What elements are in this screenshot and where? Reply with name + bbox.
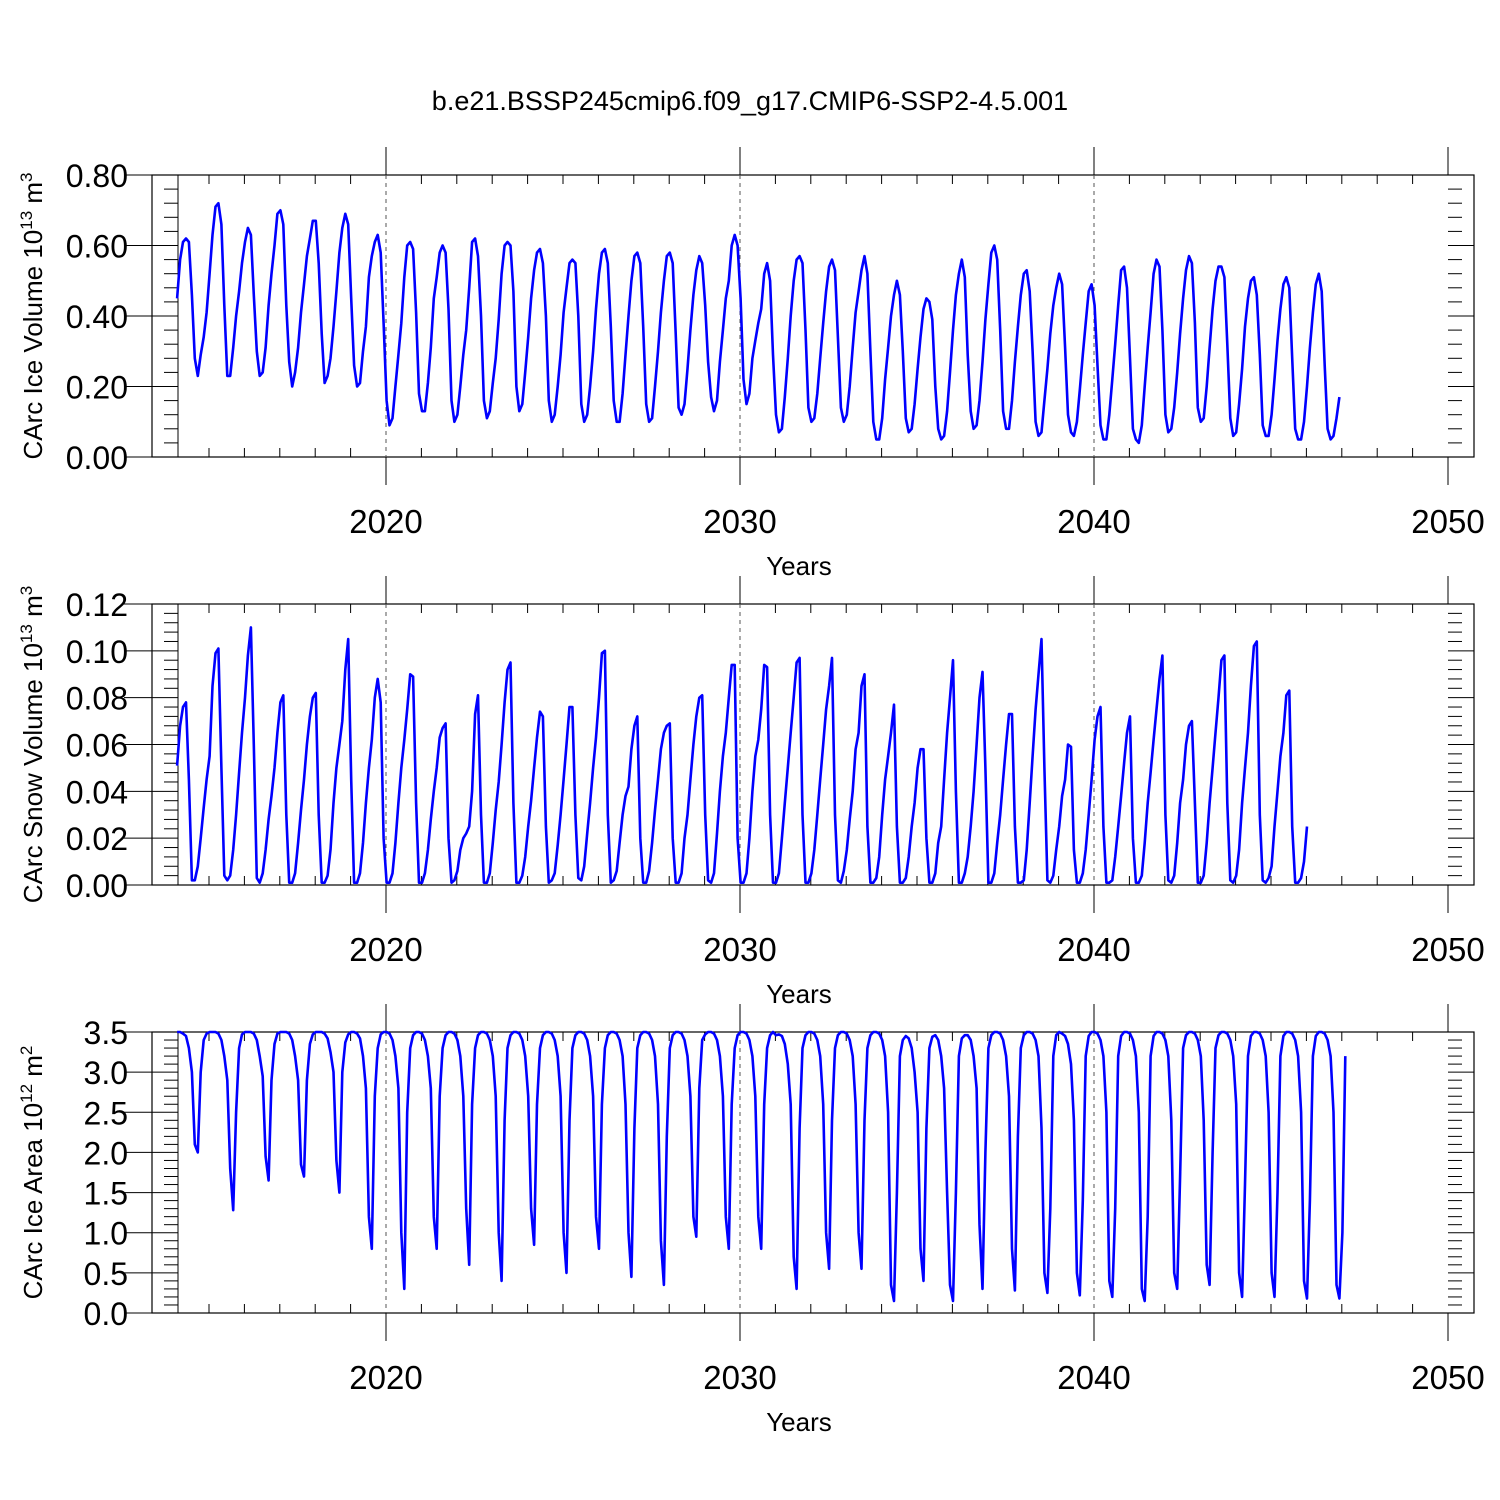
- chart-panel-2: 2020 2030 2040 2050 Years 0.00 0.02 0.04 0.06 0.0…: [17, 576, 1485, 1009]
- y-tick-label: 0.12: [66, 587, 128, 623]
- x-tick-label: 2030: [703, 931, 776, 968]
- y-tick-label: 0.10: [66, 634, 128, 670]
- chart-panel-3: 2020 2030 2040 2050 Years 0.0 0.5 1.0 1.5 2.0 2.5 3…: [17, 1004, 1485, 1437]
- y-tick-label: 0.00: [66, 440, 128, 476]
- y-tick-label: 2.5: [84, 1095, 128, 1131]
- y-tick-label: 0.00: [66, 868, 128, 904]
- x-tick-label: 2050: [1411, 931, 1484, 968]
- series-line: [177, 1030, 1347, 1303]
- x-tick-label: 2020: [349, 931, 422, 968]
- x-tick-label: 2040: [1057, 1359, 1130, 1396]
- y-axis-label: CArc Ice Volume 1013 m3: [17, 172, 48, 459]
- x-tick-label: 2030: [703, 503, 776, 540]
- figure-title: b.e21.BSSP245cmip6.f09_g17.CMIP6-SSP2-4.…: [431, 86, 1069, 116]
- y-tick-label: 0.20: [66, 370, 128, 406]
- x-tick-label: 2020: [349, 1359, 422, 1396]
- y-tick-label: 0.40: [66, 299, 128, 335]
- y-axis-label: CArc Snow Volume 1013 m3: [17, 586, 48, 903]
- y-tick-label: 0.0: [84, 1296, 128, 1332]
- y-axis-label: CArc Ice Area 1012 m2: [17, 1046, 48, 1300]
- x-tick-label: 2050: [1411, 503, 1484, 540]
- x-axis-label: Years: [766, 1407, 832, 1437]
- y-tick-label: 0.60: [66, 229, 128, 265]
- y-tick-label: 3.5: [84, 1015, 128, 1051]
- x-tick-label: 2020: [349, 503, 422, 540]
- y-tick-label: 2.0: [84, 1135, 128, 1171]
- x-tick-label: 2040: [1057, 931, 1130, 968]
- y-tick-label: 0.04: [66, 774, 128, 810]
- x-tick-label: 2030: [703, 1359, 776, 1396]
- x-tick-label: 2050: [1411, 1359, 1484, 1396]
- x-axis-label: Years: [766, 979, 832, 1009]
- y-tick-label: 0.02: [66, 821, 128, 857]
- x-tick-label: 2040: [1057, 503, 1130, 540]
- y-tick-label: 3.0: [84, 1055, 128, 1091]
- chart-panel-1: 2020 2030 2040 2050 Years 0.00 0.20 0.40 0.60 0.8…: [17, 147, 1485, 581]
- plot-frame: [151, 174, 1475, 458]
- y-tick-label: 0.08: [66, 681, 128, 717]
- series-line: [175, 626, 1309, 885]
- y-tick-label: 0.80: [66, 158, 128, 194]
- y-tick-label: 0.06: [66, 728, 128, 764]
- series-line: [175, 201, 1341, 445]
- y-tick-label: 1.0: [84, 1216, 128, 1252]
- y-tick-label: 1.5: [84, 1176, 128, 1212]
- x-axis-label: Years: [766, 551, 832, 581]
- y-tick-label: 0.5: [84, 1256, 128, 1292]
